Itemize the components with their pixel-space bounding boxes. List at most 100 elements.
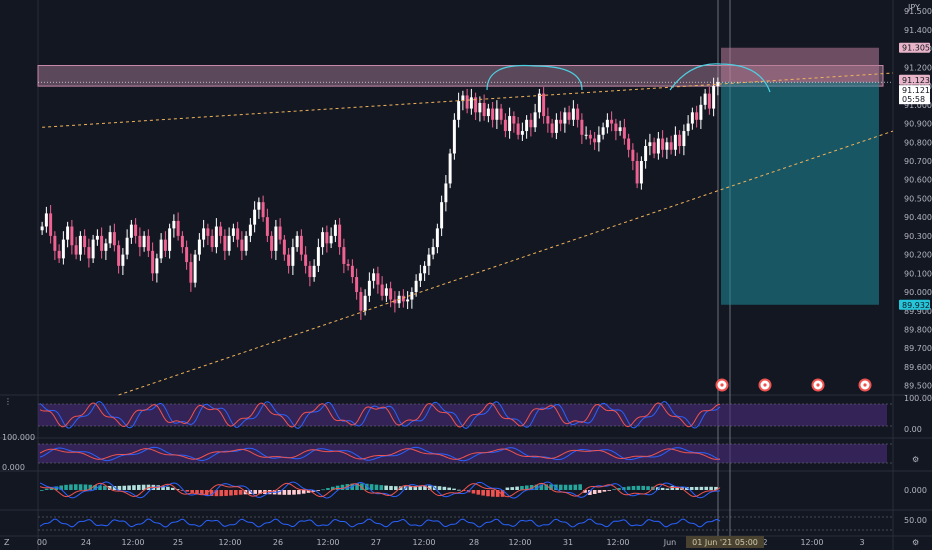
zone-price-tag: 91.123 xyxy=(902,76,930,85)
zone-price-tag-bg xyxy=(899,74,930,85)
candle-body xyxy=(176,220,180,236)
macd-histogram-bar xyxy=(122,485,127,490)
candle-body xyxy=(554,119,558,133)
price-tick-label: 89.700 xyxy=(904,344,932,353)
candle-body xyxy=(117,245,121,266)
candle-body xyxy=(261,202,265,218)
candle-body xyxy=(499,108,503,120)
candle-body xyxy=(287,254,291,266)
candle-body xyxy=(656,138,660,154)
stoch-d-line xyxy=(39,402,721,428)
macd-histogram-bar xyxy=(520,486,524,490)
time-tick-label: 2 xyxy=(762,538,767,547)
stop-price-tag-bg xyxy=(899,42,930,53)
macd-histogram-bar xyxy=(292,490,296,495)
event-markers[interactable] xyxy=(715,378,872,392)
macd-histogram-bar xyxy=(306,490,311,493)
candle-body xyxy=(291,247,295,266)
candle-body xyxy=(529,119,533,128)
macd-histogram-bar xyxy=(636,485,641,490)
shoulder-arcs xyxy=(486,63,771,93)
candle-body xyxy=(210,235,214,248)
macd-histogram-bar xyxy=(44,488,49,490)
candle-body xyxy=(580,119,584,135)
candle-body xyxy=(448,153,452,184)
macd-histogram-bar xyxy=(379,485,384,490)
current-price-tag-bg xyxy=(899,85,930,105)
candle-body xyxy=(142,235,146,248)
candle-body xyxy=(159,239,163,259)
candle-body xyxy=(333,224,337,236)
macd-histogram-bar xyxy=(408,486,413,490)
candle-body xyxy=(444,183,448,203)
macd-signal-line xyxy=(39,482,721,498)
price-tick-label: 89.500 xyxy=(904,382,932,391)
candle-body xyxy=(610,119,614,124)
time-tick-label: 12:00 xyxy=(606,538,629,547)
candle-body xyxy=(244,235,248,251)
candle-body xyxy=(588,134,592,139)
macd-histogram-bar xyxy=(563,484,568,490)
macd-histogram-bar xyxy=(486,490,490,497)
macd-histogram-bar xyxy=(355,483,359,490)
stoch-top-label: 100.00 xyxy=(904,394,932,403)
candle-body xyxy=(151,250,155,274)
stop-zone xyxy=(721,47,879,83)
candle-body xyxy=(355,277,359,293)
macd-histogram-bar xyxy=(578,484,582,490)
price-tick-label: 90.400 xyxy=(904,213,932,222)
macd-histogram-bar xyxy=(219,490,224,497)
time-tick-label: 12:00 xyxy=(412,538,435,547)
trendlines xyxy=(42,72,894,396)
candle-body xyxy=(278,226,282,240)
candle-body xyxy=(231,228,235,236)
time-tick-label: 12:00 xyxy=(218,538,241,547)
candle-body xyxy=(202,228,206,240)
time-axis: 00 24 12:00 25 12:00 26 12:00 27 12:00 28 12:00 31 1… xyxy=(37,536,865,548)
target-price-tag: 89.932 xyxy=(902,301,930,310)
price-tick-label: 90.000 xyxy=(904,288,932,297)
candle-body xyxy=(367,280,371,296)
macd-histogram-bar xyxy=(301,490,306,494)
macd-histogram-bar xyxy=(481,490,485,496)
candle-body xyxy=(108,232,112,244)
macd-histogram-bar xyxy=(685,486,689,490)
candle-body xyxy=(712,86,716,109)
settings-icon: ⚙ xyxy=(912,455,919,464)
macd-histogram-bar xyxy=(665,488,670,490)
time-tick-label: 12:00 xyxy=(800,538,823,547)
candle-body xyxy=(482,102,486,117)
candle-body xyxy=(563,112,567,124)
macd-histogram-bar xyxy=(64,484,68,490)
candle-body xyxy=(304,254,308,266)
macd-histogram-bar xyxy=(258,490,262,494)
macd-histogram-bar xyxy=(617,488,621,490)
macd-zero-label: 0.000 xyxy=(904,486,927,495)
candle-body xyxy=(257,202,261,210)
candle-body xyxy=(665,142,669,150)
candle-body xyxy=(678,134,682,147)
economic-event-dot xyxy=(763,383,767,387)
candle-body xyxy=(457,101,461,120)
macd-histogram-bar xyxy=(544,484,548,490)
macd-histogram-bar xyxy=(40,490,44,491)
macd-histogram-bar xyxy=(389,485,393,490)
candle-body xyxy=(223,235,227,251)
stoch-bottom-label: 0.00 xyxy=(904,425,922,434)
macd-histogram-bar xyxy=(340,484,345,490)
candle-body xyxy=(427,254,431,266)
candle-body xyxy=(346,263,350,266)
candle-body xyxy=(49,213,53,236)
time-highlight-bg xyxy=(686,536,764,548)
candle-body xyxy=(185,247,189,263)
macd-histogram-bar xyxy=(646,486,650,490)
resistance-zone xyxy=(37,65,884,87)
macd-histogram-bar xyxy=(452,488,456,490)
economic-event-dot xyxy=(816,383,820,387)
target-price-tag-bg xyxy=(899,299,930,310)
candle-body xyxy=(695,112,699,120)
macd-histogram-bar xyxy=(670,486,675,490)
candle-body xyxy=(321,232,325,248)
price-tick-label: 90.200 xyxy=(904,251,932,260)
